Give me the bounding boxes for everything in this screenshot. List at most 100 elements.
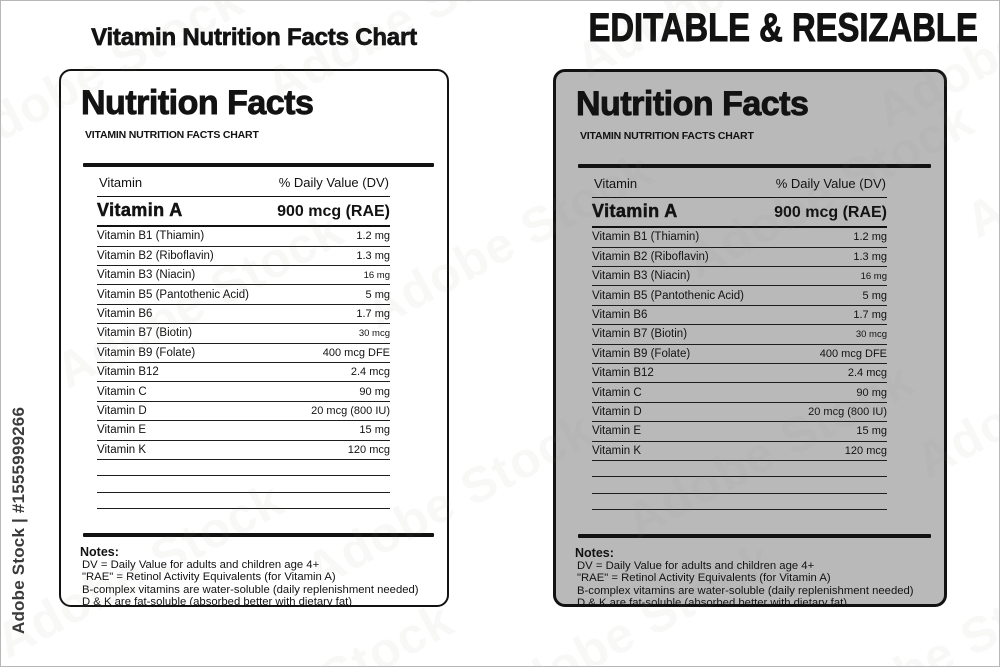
note-line: D & K are fat-soluble (absorbed better w… [577,597,848,607]
note-line: B-complex vitamins are water-soluble (da… [82,583,419,596]
row-label: Vitamin B12 [592,367,654,380]
row-label: Vitamin B12 [97,366,159,379]
row-value: 1.3 mg [853,250,887,263]
table-row: Vitamin K 120 mcg [97,441,390,460]
note-line: DV = Daily Value for adults and children… [577,560,815,573]
table-row: Vitamin B6 1.7 mg [97,305,390,325]
row-label: Vitamin B5 (Pantothenic Acid) [592,289,744,302]
table-row: Vitamin E 15 mg [97,421,390,441]
row-value: 16 mg [363,269,390,281]
row-label: Vitamin B7 (Biotin) [592,328,688,341]
row-value: 1.7 mg [356,308,390,321]
row-value: 5 mg [862,289,887,302]
table-row-vitamin-a: Vitamin A 900 mcg (RAE) [592,198,887,229]
table-row: Vitamin B1 (Thiamin) 1.2 mg [97,227,390,247]
row-value: 120 mcg [347,443,390,456]
nutrition-facts-heading: Nutrition Facts [81,84,315,122]
vitamin-table: Vitamin % Daily Value (DV) Vitamin A 900… [592,168,887,511]
row-value: 1.2 mg [356,230,390,243]
row-value: 1.3 mg [356,249,390,262]
row-label: Vitamin B7 (Biotin) [97,327,193,340]
table-rows: Vitamin B1 (Thiamin) 1.2 mg Vitamin B2 (Ri… [592,228,887,511]
row-label: Vitamin C [592,386,642,399]
row-value: 2.4 mcg [847,367,887,380]
table-header-row: Vitamin % Daily Value (DV) [592,168,887,199]
row-value: 1.2 mg [853,231,887,244]
table-row: Vitamin B6 1.7 mg [592,306,887,326]
table-row: Vitamin K 120 mcg [592,442,887,461]
row-label: Vitamin C [97,385,147,398]
left-section-title: Vitamin Nutrition Facts Chart [91,24,418,52]
row-value: 1.7 mg [853,309,887,322]
table-row: Vitamin B12 2.4 mcg [592,364,887,384]
row-label: Vitamin B9 (Folate) [592,347,691,360]
row-value: 20 mcg (800 IU) [808,406,887,418]
row-label: Vitamin E [592,425,642,438]
note-line: "RAE" = Retinol Activity Equivalents (fo… [82,571,336,584]
nutrition-facts-card: Nutrition Facts VITAMIN NUTRITION FACTS … [59,69,449,607]
vitamin-table: Vitamin % Daily Value (DV) Vitamin A 900… [97,167,390,510]
table-header-row: Vitamin % Daily Value (DV) [97,167,390,198]
table-rows: Vitamin B1 (Thiamin) 1.2 mg Vitamin B2 (Ri… [97,227,390,510]
notes-heading: Notes: [575,546,614,561]
table-row-empty [592,461,887,478]
row-value: 5 mg [365,288,390,301]
table-row-vitamin-a: Vitamin A 900 mcg (RAE) [97,197,390,228]
row-label: Vitamin D [592,406,642,418]
table-row: Vitamin B2 (Riboflavin) 1.3 mg [592,248,887,268]
gray-card-mount: Nutrition Facts VITAMIN NUTRITION FACTS … [553,69,947,607]
table-row: Vitamin E 15 mg [592,422,887,442]
row-value: 120 mcg [844,444,887,457]
row-label: Vitamin B5 (Pantothenic Acid) [97,288,249,301]
table-row-empty [97,460,390,477]
row-label: Vitamin A [97,200,183,221]
row-label: Vitamin D [97,405,147,417]
note-line: DV = Daily Value for adults and children… [82,559,320,572]
watermark-text: Adobe Stock [956,51,1000,250]
row-label: Vitamin B2 (Riboflavin) [592,250,709,263]
row-label: Vitamin K [592,444,642,457]
row-value: 15 mg [856,425,887,438]
row-value: 90 mg [359,385,390,398]
table-row: Vitamin B7 (Biotin) 30 mcg [592,325,887,345]
watermark-stock-id: Adobe Stock | #1555999266 [9,406,28,634]
column-header-daily-value: % Daily Value (DV) [775,176,886,192]
row-value: 2.4 mcg [350,366,390,379]
column-header-vitamin: Vitamin [99,175,143,191]
row-label: Vitamin E [97,424,147,437]
table-row: Vitamin B9 (Folate) 400 mcg DFE [592,345,887,365]
note-line: B-complex vitamins are water-soluble (da… [577,584,914,597]
row-value: 900 mcg (RAE) [277,203,390,221]
table-row-empty [592,477,887,494]
divider-thick-bottom [578,534,931,539]
row-label: Vitamin B3 (Niacin) [592,270,691,283]
row-value: 16 mg [860,270,887,282]
table-row: Vitamin D 20 mcg (800 IU) [97,402,390,422]
divider-thick-top [83,163,434,168]
row-label: Vitamin A [592,201,678,222]
table-row: Vitamin B7 (Biotin) 30 mcg [97,324,390,344]
right-section-title: EDITABLE & RESIZABLE [588,6,978,50]
table-row: Vitamin B12 2.4 mcg [97,363,390,383]
table-row: Vitamin C 90 mg [97,382,390,402]
nutrition-facts-card: Nutrition Facts VITAMIN NUTRITION FACTS … [553,69,947,607]
column-header-daily-value: % Daily Value (DV) [278,175,389,191]
card-subtitle: VITAMIN NUTRITION FACTS CHART [580,130,754,143]
row-value: 90 mg [856,386,887,399]
row-value: 400 mcg DFE [819,347,887,360]
row-label: Vitamin B9 (Folate) [97,346,196,359]
row-label: Vitamin B1 (Thiamin) [592,231,700,244]
row-label: Vitamin B6 [592,309,648,322]
row-label: Vitamin K [97,443,147,456]
table-row-empty [97,476,390,493]
table-row: Vitamin B1 (Thiamin) 1.2 mg [592,228,887,248]
table-row: Vitamin B5 (Pantothenic Acid) 5 mg [592,286,887,306]
row-value: 15 mg [359,424,390,437]
notes-heading: Notes: [80,545,119,560]
table-row: Vitamin C 90 mg [592,383,887,403]
table-row-empty [97,493,390,510]
table-row: Vitamin D 20 mcg (800 IU) [592,403,887,423]
nutrition-facts-heading: Nutrition Facts [576,85,810,123]
table-row: Vitamin B3 (Niacin) 16 mg [97,266,390,286]
